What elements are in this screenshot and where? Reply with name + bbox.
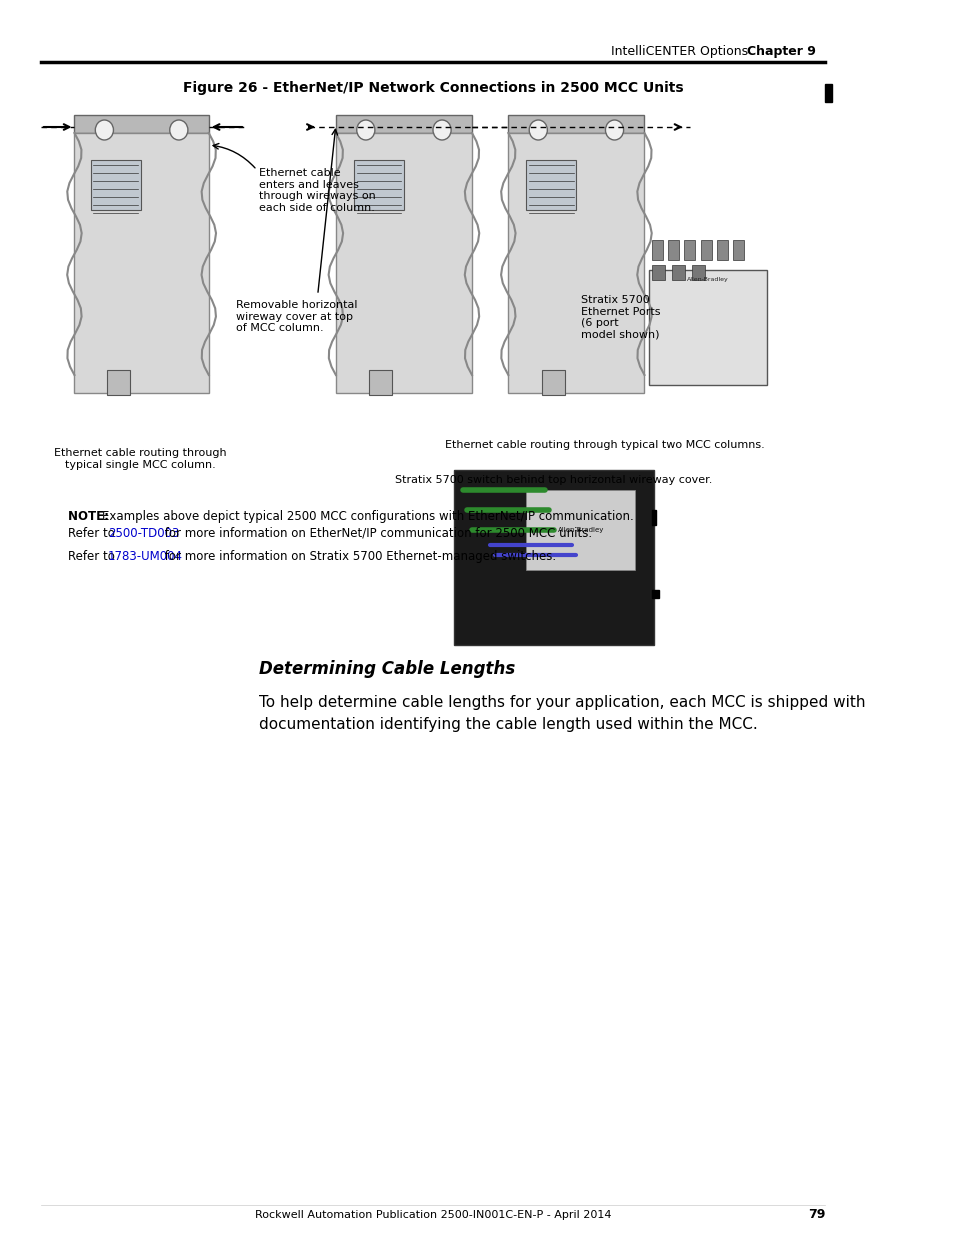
Text: Ethernet cable
enters and leaves
through wireways on
each side of column.: Ethernet cable enters and leaves through… <box>258 168 375 212</box>
Text: Allen-Bradley: Allen-Bradley <box>686 278 728 283</box>
Bar <box>454 471 653 645</box>
Bar <box>369 370 392 395</box>
Bar <box>335 133 472 393</box>
Text: Ethernet cable routing through
typical single MCC column.: Ethernet cable routing through typical s… <box>54 448 227 469</box>
Text: To help determine cable lengths for your application, each MCC is shipped with: To help determine cable lengths for your… <box>258 695 864 710</box>
Circle shape <box>605 120 623 140</box>
Text: 79: 79 <box>807 1209 824 1221</box>
Text: Examples above depict typical 2500 MCC configurations with EtherNet/IP communica: Examples above depict typical 2500 MCC c… <box>102 510 633 522</box>
Text: Ethernet cable routing through typical two MCC columns.: Ethernet cable routing through typical t… <box>444 440 763 450</box>
Text: 1783-UM004: 1783-UM004 <box>108 550 183 563</box>
Bar <box>733 240 743 261</box>
Bar <box>683 240 695 261</box>
Bar <box>717 240 727 261</box>
Bar <box>651 266 664 280</box>
Text: Refer to: Refer to <box>68 527 118 540</box>
Bar <box>91 161 140 210</box>
Bar <box>526 161 576 210</box>
Bar <box>651 240 662 261</box>
Text: Allen-Bradley: Allen-Bradley <box>558 527 603 534</box>
Text: for more information on Stratix 5700 Ethernet-managed switches.: for more information on Stratix 5700 Eth… <box>160 550 556 563</box>
Bar <box>74 133 209 393</box>
Text: IntelliCENTER Options: IntelliCENTER Options <box>610 46 747 58</box>
Text: for more information on EtherNet/IP communication for 2500 MCC units.: for more information on EtherNet/IP comm… <box>160 527 591 540</box>
Text: Stratix 5700 switch behind top horizontal wireway cover.: Stratix 5700 switch behind top horizonta… <box>395 475 712 485</box>
Bar <box>526 490 635 571</box>
Circle shape <box>529 120 547 140</box>
Text: Rockwell Automation Publication 2500-IN001C-EN-P - April 2014: Rockwell Automation Publication 2500-IN0… <box>254 1210 611 1220</box>
Bar <box>667 240 679 261</box>
Text: Removable horizontal
wireway cover at top
of MCC column.: Removable horizontal wireway cover at to… <box>235 300 357 333</box>
Circle shape <box>433 120 451 140</box>
Bar <box>651 510 656 525</box>
Bar <box>107 370 130 395</box>
Text: 2500-TD003: 2500-TD003 <box>108 527 179 540</box>
Text: documentation identifying the cable length used within the MCC.: documentation identifying the cable leng… <box>258 718 757 732</box>
Bar <box>335 115 472 133</box>
Text: NOTE:: NOTE: <box>68 510 113 522</box>
Bar <box>691 266 704 280</box>
Text: Determining Cable Lengths: Determining Cable Lengths <box>258 659 515 678</box>
Bar <box>541 370 564 395</box>
Circle shape <box>95 120 113 140</box>
Bar <box>671 266 684 280</box>
Bar <box>508 133 644 393</box>
Bar <box>508 115 644 133</box>
Text: Chapter 9: Chapter 9 <box>746 46 815 58</box>
Bar <box>651 590 659 598</box>
Bar <box>74 115 209 133</box>
Text: Figure 26 - EtherNet/IP Network Connections in 2500 MCC Units: Figure 26 - EtherNet/IP Network Connecti… <box>182 82 682 95</box>
Bar <box>354 161 403 210</box>
Bar <box>824 84 832 103</box>
Circle shape <box>170 120 188 140</box>
Text: Refer to: Refer to <box>68 550 118 563</box>
Bar <box>648 270 766 385</box>
Bar <box>700 240 711 261</box>
Text: Stratix 5700
Ethernet Ports
(6 port
model shown): Stratix 5700 Ethernet Ports (6 port mode… <box>580 295 659 340</box>
Circle shape <box>356 120 375 140</box>
